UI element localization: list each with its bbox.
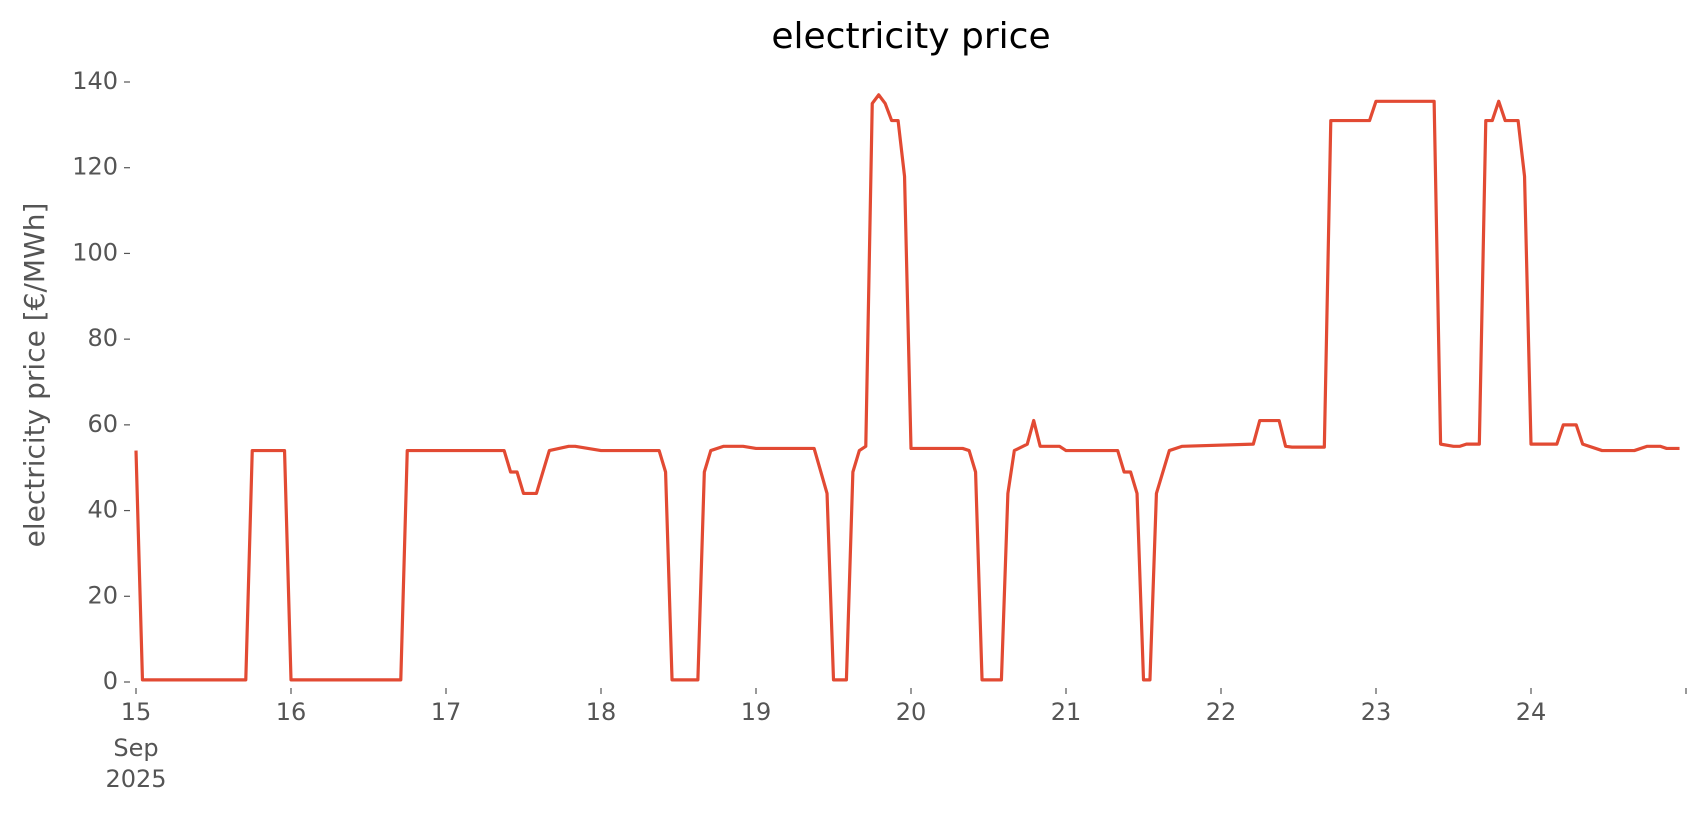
x-tick-sublabel: Sep [113,734,158,762]
y-tick-label: 100 [72,238,118,266]
x-tick-label: 22 [1206,698,1237,726]
y-tick-label: 120 [72,153,118,181]
y-tick-label: 0 [103,667,118,695]
x-tick-label: 16 [276,698,307,726]
y-tick-label: 80 [87,324,118,352]
x-tick-label: 15 [121,698,152,726]
x-tick-label: 20 [896,698,927,726]
y-axis-label: electricity price [€/MWh] [18,203,51,548]
x-tick-label: 24 [1516,698,1547,726]
price-line [134,93,1680,682]
x-tick-label: 19 [741,698,772,726]
chart-title: electricity price [771,16,1050,57]
x-tick-label: 17 [431,698,462,726]
x-tick-sublabel: 2025 [105,765,166,793]
x-tick-label: 23 [1361,698,1392,726]
x-tick-label: 21 [1051,698,1082,726]
y-tick-label: 40 [87,496,118,524]
y-tick-label: 140 [72,67,118,95]
y-tick-label: 60 [87,410,118,438]
x-tick-label: 18 [586,698,617,726]
y-tick-label: 20 [87,581,118,609]
